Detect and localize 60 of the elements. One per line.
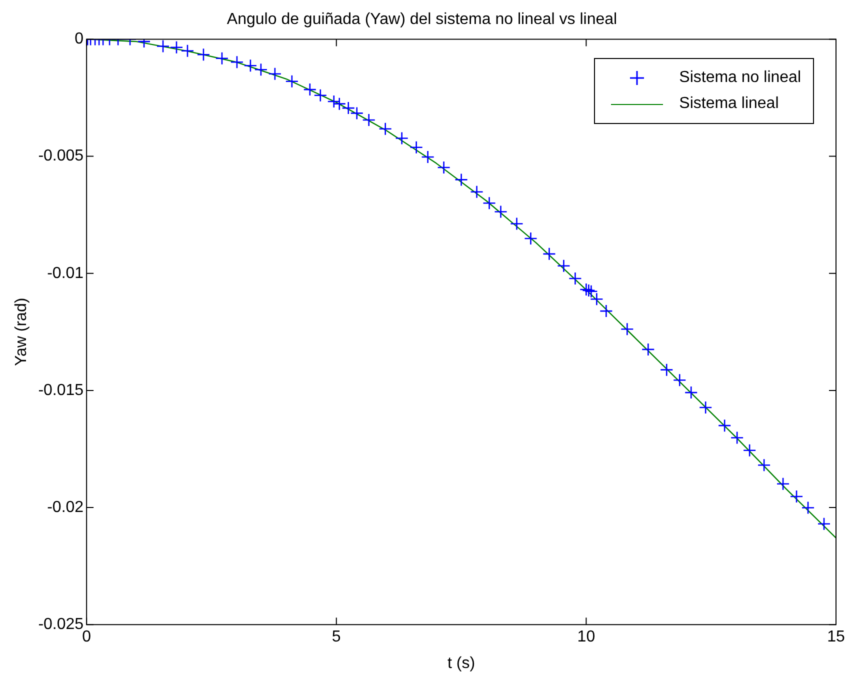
point <box>582 284 596 298</box>
y-tick-label: -0.015 <box>38 382 84 399</box>
point <box>542 247 556 261</box>
point <box>482 196 496 210</box>
y-axis-title: Yaw (rad) <box>13 298 30 366</box>
x-tick-label: 10 <box>577 628 596 646</box>
point <box>421 150 434 164</box>
point <box>395 132 408 145</box>
point <box>196 48 210 62</box>
point <box>303 82 317 96</box>
point <box>757 458 771 472</box>
point <box>215 52 229 66</box>
point <box>698 400 712 414</box>
point <box>600 304 613 318</box>
point <box>332 97 346 110</box>
y-tick-label: 0 <box>74 30 84 48</box>
legend-label: Sistema lineal <box>679 95 779 113</box>
legend-label: Sistema no lineal <box>679 69 801 87</box>
point <box>801 501 815 514</box>
point <box>327 94 341 108</box>
point <box>718 418 732 432</box>
point <box>314 88 328 102</box>
point <box>776 477 790 491</box>
x-tick-label: 5 <box>332 628 341 646</box>
point <box>524 232 538 246</box>
y-tick-label: -0.005 <box>38 148 84 165</box>
chart-title: Angulo de guiñada (Yaw) del sistema no lineal vs lineal <box>226 11 618 28</box>
point <box>362 113 376 127</box>
y-tick-label: -0.02 <box>47 498 84 516</box>
point <box>494 205 508 218</box>
point <box>557 259 570 273</box>
x-axis-title: t (s) <box>448 654 476 672</box>
point <box>510 217 524 230</box>
point <box>410 140 423 154</box>
point <box>568 272 582 286</box>
point <box>285 74 299 88</box>
point <box>454 173 468 186</box>
point <box>684 386 698 400</box>
point <box>672 373 686 387</box>
point <box>730 431 744 444</box>
point <box>742 444 756 458</box>
point <box>244 59 258 72</box>
y-tick-label: -0.025 <box>38 616 84 634</box>
point <box>437 160 450 174</box>
point <box>170 40 184 54</box>
x-tick-label: 15 <box>827 628 845 646</box>
point <box>268 67 282 81</box>
point <box>620 322 634 336</box>
point <box>641 342 655 356</box>
point <box>378 122 392 136</box>
point <box>580 282 593 296</box>
point <box>230 56 244 69</box>
point <box>660 363 674 376</box>
y-tick-label: -0.01 <box>47 264 84 282</box>
point <box>156 40 170 53</box>
point <box>790 490 804 504</box>
point <box>180 44 194 58</box>
point <box>254 62 268 76</box>
point <box>817 517 831 531</box>
point <box>470 185 484 199</box>
